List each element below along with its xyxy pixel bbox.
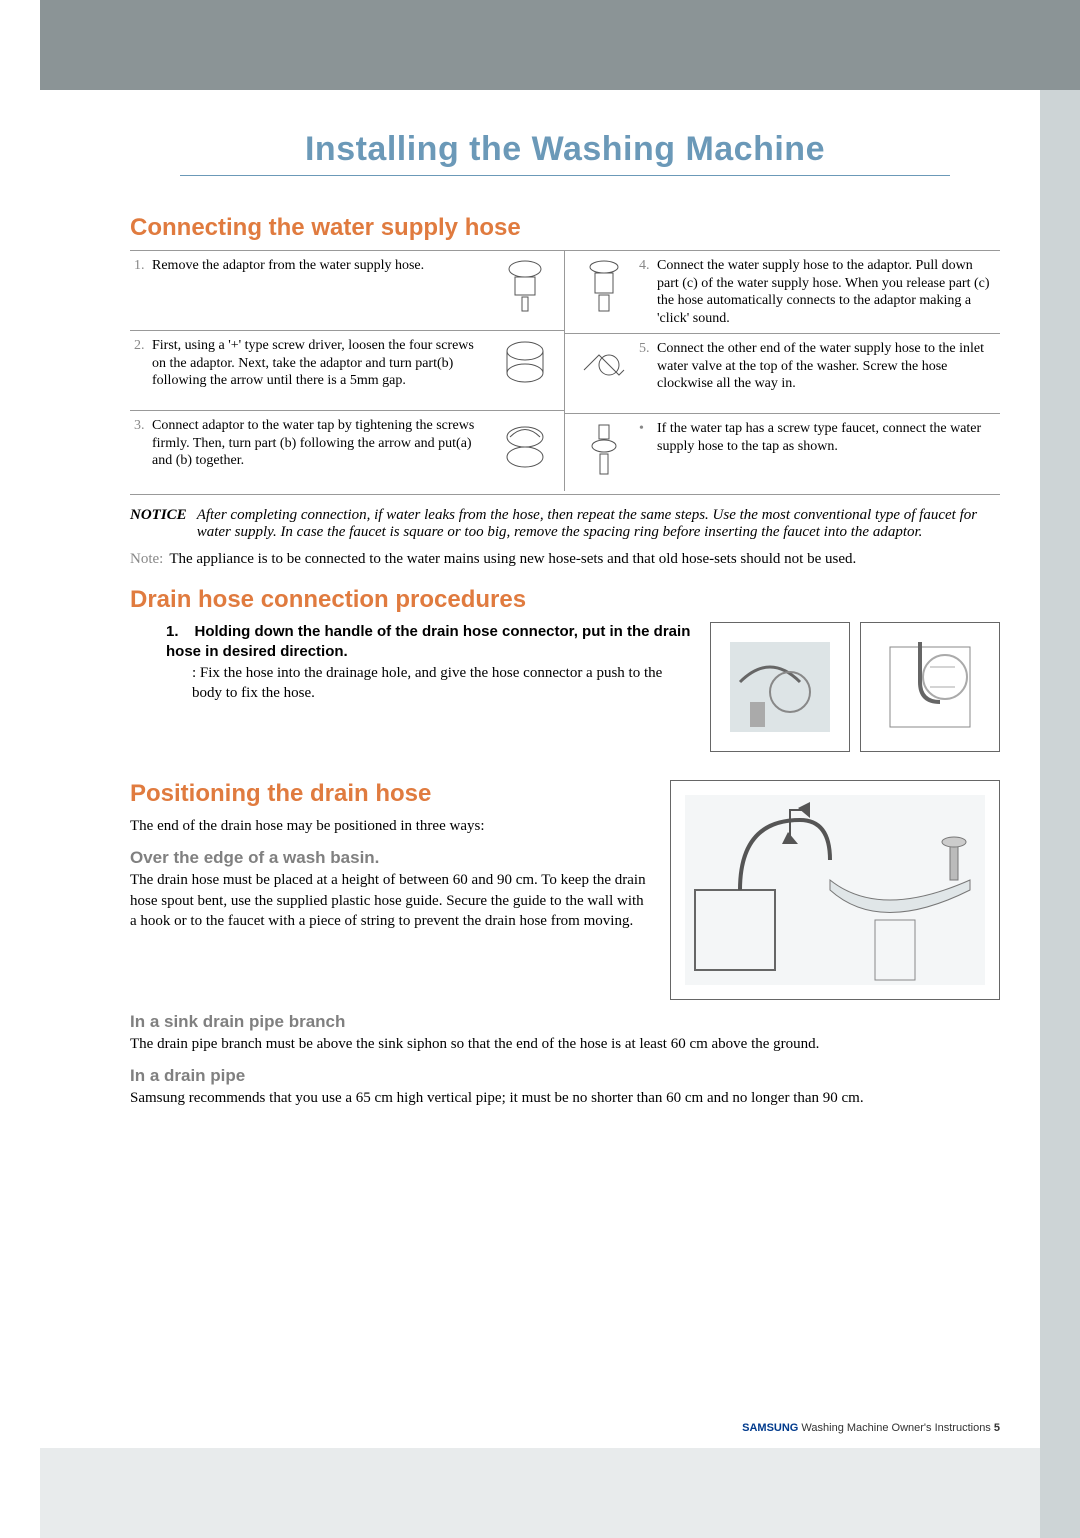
top-band xyxy=(40,0,1080,90)
sub-heading-sink-branch: In a sink drain pipe branch xyxy=(130,1012,1000,1032)
positioning-section: Positioning the drain hose The end of th… xyxy=(130,780,1000,1000)
hose-connect-icon xyxy=(569,257,639,317)
step-2: 2. First, using a '+' type screw driver,… xyxy=(130,331,565,411)
drain-step-number: 1. xyxy=(166,623,179,640)
step-4: 4. Connect the water supply hose to the … xyxy=(565,251,1000,334)
drain-pipe-text: Samsung recommends that you use a 65 cm … xyxy=(130,1088,1000,1108)
sink-branch-text: The drain pipe branch must be above the … xyxy=(130,1034,1000,1054)
drain-procedure: 1. Holding down the handle of the drain … xyxy=(130,622,1000,752)
page-title: Installing the Washing Machine xyxy=(130,130,1000,169)
footer: SAMSUNG Washing Machine Owner's Instruct… xyxy=(742,1422,1000,1434)
title-rule xyxy=(180,175,950,176)
inlet-valve-icon xyxy=(569,340,639,400)
connect-tap-icon xyxy=(490,417,560,477)
wash-basin-text: The drain hose must be placed at a heigh… xyxy=(130,870,650,931)
drain-step-bold: Holding down the handle of the drain hos… xyxy=(166,623,690,660)
footer-page-number: 5 xyxy=(994,1422,1000,1434)
sub-heading-wash-basin: Over the edge of a wash basin. xyxy=(130,848,650,868)
positioning-intro: The end of the drain hose may be positio… xyxy=(130,816,650,836)
drain-figure-2 xyxy=(860,622,1000,752)
sub-heading-drain-pipe: In a drain pipe xyxy=(130,1066,1000,1086)
adaptor-icon xyxy=(490,257,560,317)
screw-faucet-icon xyxy=(569,420,639,480)
positioning-figure xyxy=(670,780,1000,1000)
note-label: Note: xyxy=(130,551,169,568)
steps-right-column: 4. Connect the water supply hose to the … xyxy=(565,251,1000,494)
drain-figures xyxy=(710,622,1000,752)
footer-brand: SAMSUNG xyxy=(742,1422,798,1434)
step-3: 3. Connect adaptor to the water tap by t… xyxy=(130,411,565,491)
note-block: Note: The appliance is to be connected t… xyxy=(130,551,1000,568)
bottom-band xyxy=(40,1448,1040,1538)
steps-left-column: 1. Remove the adaptor from the water sup… xyxy=(130,251,565,494)
notice-block: NOTICE After completing connection, if w… xyxy=(130,507,1000,541)
drain-step-body: : Fix the hose into the drainage hole, a… xyxy=(192,663,694,704)
step-5: 5. Connect the other end of the water su… xyxy=(565,334,1000,414)
screwdriver-icon xyxy=(490,337,560,397)
step-bullet: • If the water tap has a screw type fauc… xyxy=(565,414,1000,494)
section-heading-drain-proc: Drain hose connection procedures xyxy=(130,586,1000,614)
notice-label: NOTICE xyxy=(130,507,197,541)
step-1: 1. Remove the adaptor from the water sup… xyxy=(130,251,565,331)
notice-body: After completing connection, if water le… xyxy=(197,507,1000,541)
note-body: The appliance is to be connected to the … xyxy=(169,551,1000,568)
section-heading-positioning: Positioning the drain hose xyxy=(130,780,650,808)
right-rail xyxy=(1040,90,1080,1538)
section-heading-water-supply: Connecting the water supply hose xyxy=(130,214,1000,242)
footer-text: Washing Machine Owner's Instructions xyxy=(798,1422,994,1434)
steps-table: 1. Remove the adaptor from the water sup… xyxy=(130,250,1000,495)
page-content: Installing the Washing Machine Connectin… xyxy=(0,90,1080,1109)
drain-figure-1 xyxy=(710,622,850,752)
